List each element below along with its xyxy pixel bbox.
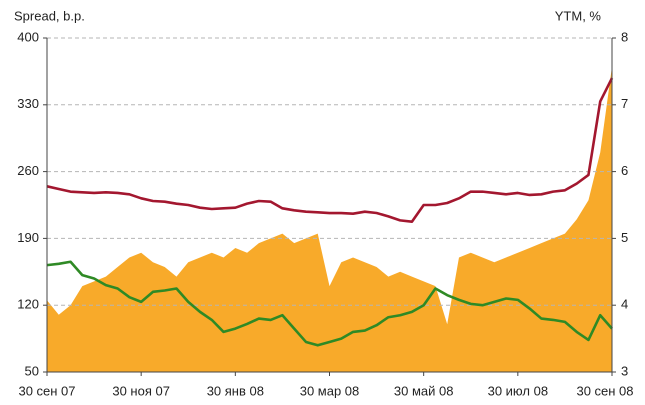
ytm-line (46, 77, 614, 223)
x-tick-label: 30 сен 07 (18, 383, 75, 398)
ytm-line (46, 260, 613, 347)
x-tick-label: 30 сен 08 (576, 383, 633, 398)
x-tick-label: 30 ноя 07 (112, 383, 170, 398)
y2-tick-label: 5 (621, 230, 628, 245)
y-tick-label: 120 (17, 297, 39, 312)
y2-tick-label: 6 (621, 163, 628, 178)
y-tick-label: 400 (17, 29, 39, 44)
y2-tick-label: 3 (621, 363, 628, 378)
y-tick-label: 260 (17, 163, 39, 178)
y-tick-label: 330 (17, 96, 39, 111)
x-tick-label: 30 янв 08 (207, 383, 264, 398)
y2-tick-label: 7 (621, 96, 628, 111)
x-tick-label: 30 июл 08 (488, 383, 548, 398)
y2-tick-label: 4 (621, 297, 628, 312)
y-axis-title: Spread, b.p. (14, 8, 85, 23)
y-tick-label: 190 (17, 230, 39, 245)
y2-axis-title: YTM, % (555, 8, 602, 23)
x-tick-label: 30 май 08 (394, 383, 454, 398)
y2-tick-label: 8 (621, 29, 628, 44)
x-tick-label: 30 мар 08 (300, 383, 360, 398)
y-tick-label: 50 (25, 363, 39, 378)
spread-area (47, 66, 612, 372)
